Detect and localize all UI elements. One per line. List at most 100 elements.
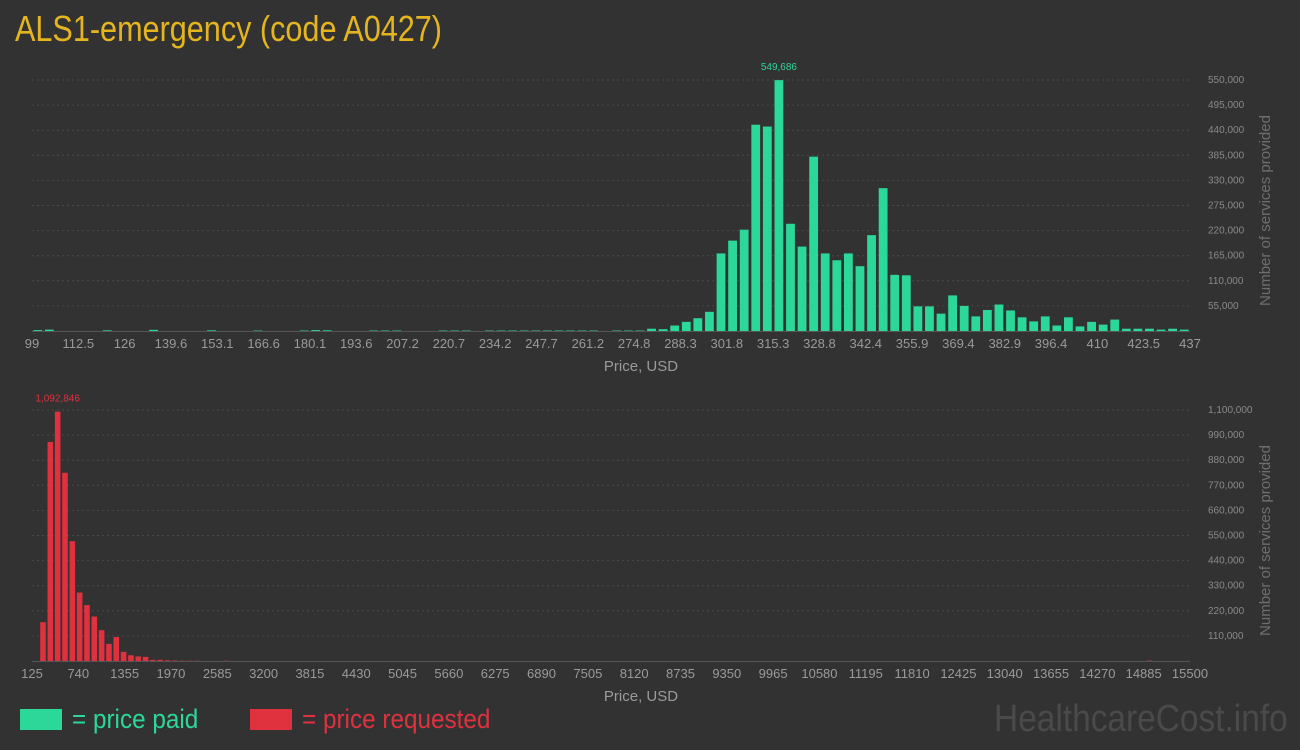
paid-bar (693, 318, 703, 331)
requested-x-tick-label: 12425 (940, 666, 976, 681)
paid-y-tick-label: 55,000 (1208, 301, 1239, 312)
paid-x-tick-label: 274.8 (618, 336, 651, 351)
paid-bar (1121, 328, 1131, 331)
paid-bar (1006, 310, 1015, 331)
requested-y-tick-label: 110,000 (1208, 631, 1244, 642)
requested-bar (84, 605, 90, 661)
requested-x-tick-label: 9350 (712, 666, 741, 681)
paid-bar (948, 295, 958, 331)
chart-title: ALS1-emergency (code A0427) (15, 8, 442, 49)
paid-y-tick-label: 165,000 (1208, 251, 1245, 262)
paid-x-tick-label: 288.3 (664, 336, 697, 351)
requested-bar (69, 541, 76, 661)
paid-bar (1133, 328, 1143, 331)
requested-x-tick-label: 5045 (388, 666, 417, 681)
requested-x-tick-label: 13655 (1033, 666, 1069, 681)
paid-y-tick-label: 550,000 (1208, 75, 1245, 86)
price-requested-swatch (250, 709, 292, 730)
paid-bar (925, 306, 934, 331)
paid-x-tick-label: 139.6 (155, 336, 188, 351)
paid-x-tick-label: 437 (1179, 336, 1201, 351)
paid-bar (832, 260, 842, 331)
paid-x-tick-label: 423.5 (1127, 336, 1160, 351)
paid-bar (1168, 328, 1178, 331)
paid-bar (739, 229, 749, 331)
paid-x-tick-label: 315.3 (757, 336, 790, 351)
paid-x-tick-label: 234.2 (479, 336, 512, 351)
paid-bar (751, 124, 761, 331)
paid-peak-label: 549,686 (761, 62, 798, 73)
paid-bar (149, 329, 158, 331)
watermark: HealthcareCost.info (994, 698, 1288, 740)
paid-x-tick-label: 261.2 (572, 336, 605, 351)
paid-bar (670, 325, 680, 331)
paid-bar (728, 240, 737, 331)
paid-bar (797, 246, 807, 331)
paid-x-tick-label: 99 (25, 336, 39, 351)
paid-x-tick-label: 207.2 (386, 336, 419, 351)
paid-bar (681, 321, 691, 331)
requested-x-tick-label: 740 (67, 666, 89, 681)
paid-bar (33, 330, 43, 331)
requested-x-tick-label: 8120 (620, 666, 649, 681)
paid-y-tick-label: 275,000 (1208, 201, 1245, 212)
requested-y-tick-label: 770,000 (1208, 480, 1245, 491)
requested-y-tick-label: 330,000 (1208, 581, 1245, 592)
paid-bar (207, 330, 216, 331)
paid-y-tick-label: 440,000 (1208, 125, 1245, 136)
requested-x-tick-label: 14270 (1079, 666, 1115, 681)
requested-bar (164, 660, 171, 661)
requested-x-tick-label: 1970 (156, 666, 185, 681)
paid-x-tick-label: 396.4 (1035, 336, 1068, 351)
paid-bar (1179, 329, 1189, 331)
paid-bar (311, 330, 321, 331)
paid-bar (322, 330, 332, 331)
paid-bar (774, 80, 784, 331)
paid-x-tick-label: 342.4 (849, 336, 882, 351)
paid-bar (786, 223, 795, 331)
paid-y-tick-label: 110,000 (1208, 276, 1244, 287)
paid-x-tick-label: 220.7 (433, 336, 466, 351)
requested-bar (113, 637, 120, 661)
paid-x-tick-label: 193.6 (340, 336, 373, 351)
paid-bar (1098, 324, 1108, 331)
paid-bar (1145, 328, 1154, 331)
paid-x-tick-label: 153.1 (201, 336, 234, 351)
requested-bar (76, 592, 83, 661)
requested-y-tick-label: 220,000 (1208, 606, 1245, 617)
requested-x-tick-label: 4430 (342, 666, 371, 681)
price-requested-histogram: 110,000 220,000 330,000 440,000 550,000 660,0… (21, 394, 1274, 705)
paid-bar (658, 329, 668, 331)
requested-x-tick-label: 10580 (801, 666, 837, 681)
paid-bar (936, 313, 946, 331)
price-paid-histogram: 55,000 110,000 165,000 220,000 275,000 330,00… (25, 62, 1274, 375)
requested-x-tick-label: 5660 (434, 666, 463, 681)
paid-x-tick-label: 369.4 (942, 336, 975, 351)
paid-y-tick-label: 330,000 (1208, 175, 1245, 186)
requested-bar (62, 472, 68, 661)
requested-x-tick-label: 3200 (249, 666, 278, 681)
price-paid-legend-label: = price paid (72, 704, 199, 734)
paid-x-tick-label: 328.8 (803, 336, 836, 351)
requested-bar (128, 655, 134, 661)
paid-bar (867, 235, 876, 331)
paid-bar (1156, 329, 1166, 331)
requested-x-tick-label: 14885 (1126, 666, 1162, 681)
paid-y-axis-label: Number of services provided (1257, 115, 1274, 306)
paid-bar (994, 304, 1004, 331)
paid-bar (855, 266, 865, 331)
paid-bar (1075, 326, 1085, 331)
paid-x-tick-label: 410 (1087, 336, 1109, 351)
legend-item-price-paid: = price paid (20, 704, 212, 735)
paid-bar (1040, 316, 1050, 331)
paid-bar (647, 328, 656, 331)
paid-bar (843, 253, 853, 331)
requested-bar (142, 656, 149, 661)
paid-x-tick-label: 382.9 (988, 336, 1021, 351)
requested-x-tick-label: 6275 (481, 666, 510, 681)
paid-bar (705, 311, 714, 331)
requested-x-axis-label: Price, USD (604, 688, 678, 705)
paid-bar (809, 156, 819, 331)
requested-y-axis-label: Number of services provided (1257, 445, 1274, 636)
requested-y-tick-label: 880,000 (1208, 455, 1245, 466)
